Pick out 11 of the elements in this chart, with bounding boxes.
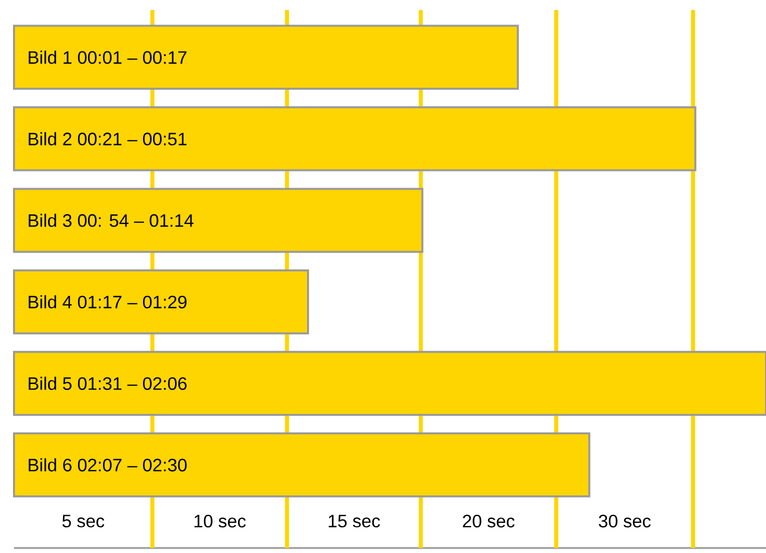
y-tick-label: Bild 6 02:07 – 02:30 [28, 458, 187, 472]
y-tick-label: Bild 3 00: 54 – 01:14 [28, 214, 194, 227]
annotation: 5 sec [62, 514, 104, 528]
y-tick-label: Bild 1 00:01 – 00:17 [28, 50, 186, 64]
annotation: 10 sec [194, 514, 246, 528]
y-tick-label: Bild 5 01:31 – 02:06 [28, 376, 187, 390]
annotation: 15 sec [328, 514, 380, 528]
annotation: 20 sec [462, 514, 515, 528]
y-tick-label: Bild 2 00:21 – 00:51 [28, 132, 186, 146]
annotation: 30 sec [598, 514, 651, 528]
y-tick-label: Bild 4 01:17 – 01:29 [28, 295, 187, 308]
